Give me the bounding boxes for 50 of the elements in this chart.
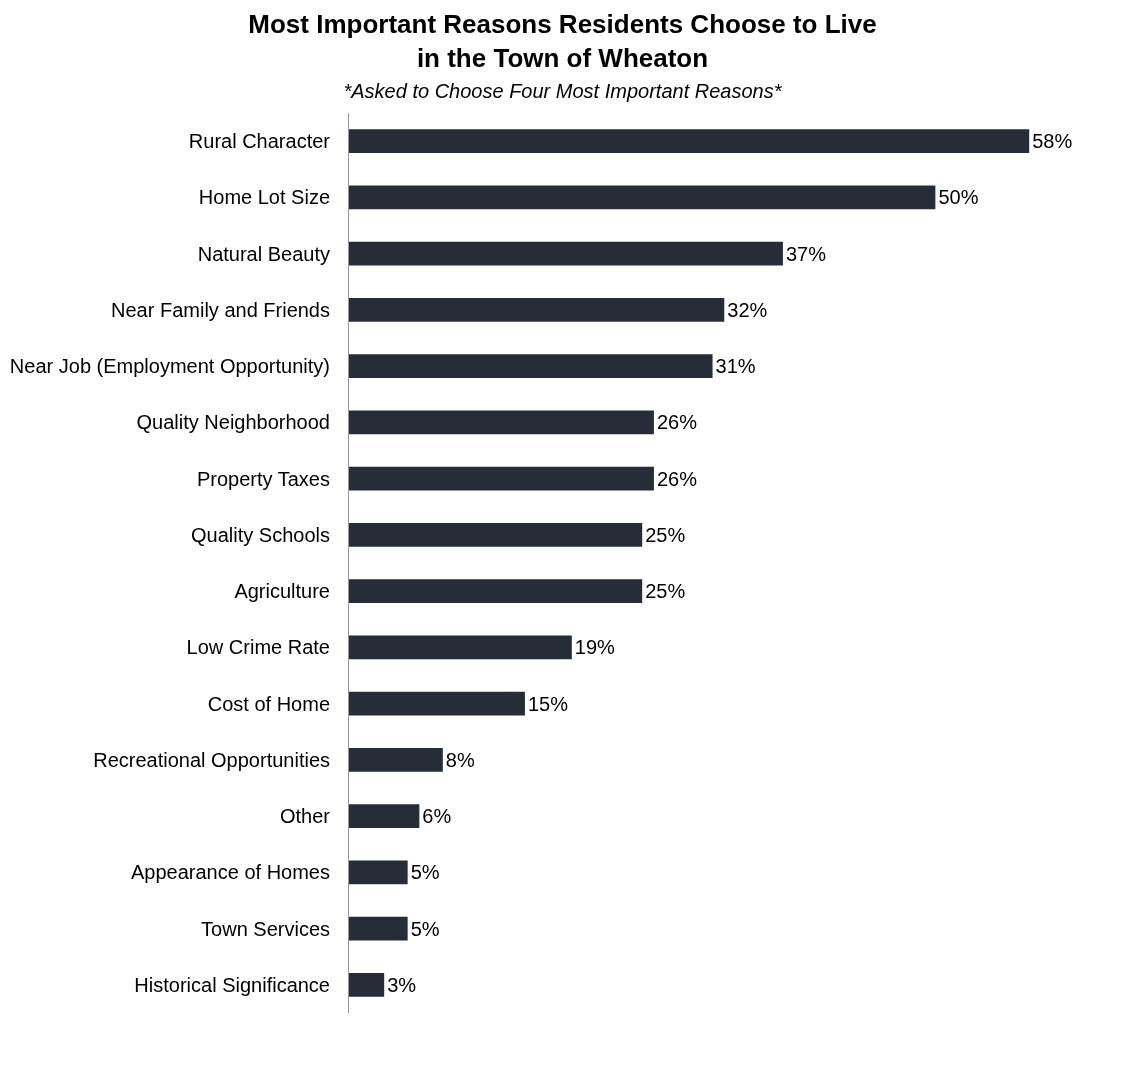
data-label: 37% [785,242,827,265]
y-tick-label: Other [279,804,331,827]
bar [349,410,654,434]
bar [349,128,1030,153]
data-label: 19% [574,635,616,658]
y-tick-label: Quality Neighborhood [136,410,330,433]
y-tick-label: Near Job (Employment Opportunity) [9,354,330,377]
data-label: 3% [387,973,417,996]
y-tick-label: Historical Significance [134,973,330,996]
bar [349,578,643,603]
data-label: 25% [645,579,686,602]
bar [349,466,654,491]
y-tick-label: Cost of Home [207,692,330,715]
bar [349,747,443,772]
y-tick-label: Recreational Opportunities [93,748,330,771]
y-tick-label: Town Services [201,917,330,940]
bar [349,185,936,209]
y-tick-label: Natural Beauty [197,242,330,265]
bar [349,241,783,266]
data-label: 50% [938,185,979,208]
bar [349,972,385,997]
bar [349,522,643,547]
bar [349,353,713,378]
data-label: 26% [656,410,698,433]
y-tick-label: Appearance of Homes [130,860,330,883]
data-label: 26% [656,467,698,490]
data-label: 32% [727,298,768,321]
bar [349,691,525,716]
bar [349,635,572,659]
data-label: 31% [715,354,756,377]
data-label: 15% [527,692,569,715]
data-label: 25% [645,523,686,546]
data-label: 6% [422,804,452,827]
bar [349,916,408,941]
chart-subtitle: *Asked to Choose Four Most Important Reasons* [342,79,783,103]
bar [349,803,420,828]
data-label: 8% [445,748,475,771]
y-tick-label: Rural Character [188,129,331,152]
y-tick-label: Quality Schools [191,523,330,546]
data-label: 5% [410,860,440,883]
y-tick-label: Property Taxes [196,467,330,490]
chart-title: Most Important Reasons Residents Choose to Live in the Town of Wheaton [247,8,878,75]
y-tick-label: Agriculture [234,579,330,602]
y-tick-label: Home Lot Size [198,185,330,208]
data-label: 5% [410,917,440,940]
y-tick-label: Near Family and Friends [111,298,330,321]
data-label: 58% [1032,129,1073,152]
y-tick-label: Low Crime Rate [186,635,330,658]
bar [349,860,408,884]
bar [349,297,725,322]
